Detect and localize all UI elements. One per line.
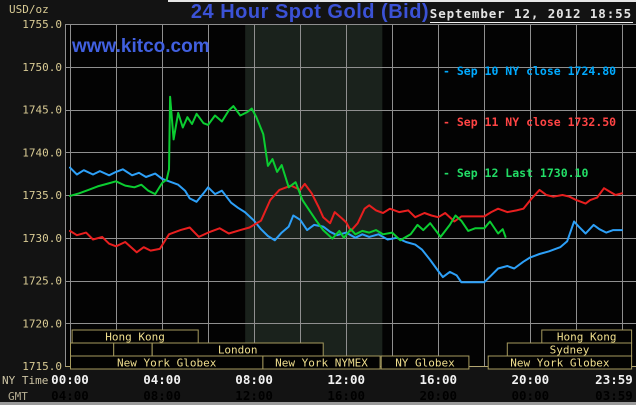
session-label: New York NYMEX bbox=[275, 357, 368, 370]
y-tick-label: 1750.0 bbox=[22, 61, 62, 74]
gmt-tick-label: 00:00 bbox=[512, 388, 550, 403]
y-tick-label: 1720.0 bbox=[22, 317, 62, 330]
series-line-sep-10 bbox=[69, 166, 623, 284]
session-box-ny-globex bbox=[380, 355, 470, 370]
page-title: 24 Hour Spot Gold (Bid) bbox=[190, 1, 430, 23]
ny-tick-label: 12:00 bbox=[327, 372, 365, 387]
gmt-tick-label: 08:00 bbox=[143, 388, 181, 403]
gmt-tick-label: 03:59 bbox=[595, 388, 633, 403]
session-box-unlabeled bbox=[113, 342, 153, 357]
y-tick-label: 1755.0 bbox=[22, 18, 62, 31]
session-label: NY Globex bbox=[395, 357, 455, 370]
bottom-edge-strip bbox=[0, 402, 636, 405]
chart-datetime: September 12, 2012 18:55 bbox=[429, 6, 632, 21]
session-label: London bbox=[218, 344, 258, 357]
ny-tick-label: 20:00 bbox=[512, 372, 550, 387]
session-box-unlabeled bbox=[70, 342, 115, 357]
kitco-watermark: www.kitco.com bbox=[72, 36, 210, 57]
y-tick-label: 1740.0 bbox=[22, 146, 62, 159]
series-line-sep-12 bbox=[69, 95, 507, 242]
datetime-underline bbox=[430, 22, 633, 23]
y-tick-label: 1725.0 bbox=[22, 275, 62, 288]
gmt-tick-label: 16:00 bbox=[327, 388, 365, 403]
unit-label: USD/oz bbox=[9, 3, 49, 16]
session-box-new-york-globex bbox=[487, 355, 633, 370]
legend-item-sep10: - Sep 10 NY close 1724.80 bbox=[443, 64, 617, 78]
gmt-axis-label: GMT bbox=[8, 390, 28, 403]
session-label: New York Globex bbox=[510, 357, 610, 370]
ny-tick-label: 23:59 bbox=[595, 372, 633, 387]
session-label: New York Globex bbox=[117, 357, 217, 370]
y-tick-label: 1735.0 bbox=[22, 189, 62, 202]
gmt-tick-label: 20:00 bbox=[419, 388, 457, 403]
session-label: Hong Kong bbox=[105, 331, 165, 344]
ny-tick-label: 16:00 bbox=[419, 372, 457, 387]
gmt-tick-label: 12:00 bbox=[235, 388, 273, 403]
ny-time-axis-label: NY Time bbox=[2, 374, 49, 387]
y-tick-label: 1715.0 bbox=[22, 360, 62, 373]
series-line-sep-11 bbox=[69, 182, 623, 254]
session-label: Hong Kong bbox=[557, 331, 617, 344]
top-edge-strip bbox=[168, 0, 636, 2]
legend-item-sep12: - Sep 12 Last 1730.10 bbox=[443, 166, 589, 181]
ny-tick-label: 00:00 bbox=[51, 372, 89, 387]
ny-tick-label: 04:00 bbox=[143, 372, 181, 387]
gmt-tick-label: 04:00 bbox=[51, 388, 89, 403]
session-label: Sydney bbox=[550, 344, 590, 357]
y-tick-label: 1745.0 bbox=[22, 104, 62, 117]
ny-tick-label: 08:00 bbox=[235, 372, 273, 387]
chart-legend: - Sep 10 NY close 1724.80 - Sep 11 NY cl… bbox=[443, 27, 616, 219]
session-box-new-york-nymex bbox=[262, 355, 381, 370]
legend-item-sep11: - Sep 11 NY close 1732.50 bbox=[443, 115, 617, 130]
y-tick-label: 1730.0 bbox=[22, 232, 62, 245]
